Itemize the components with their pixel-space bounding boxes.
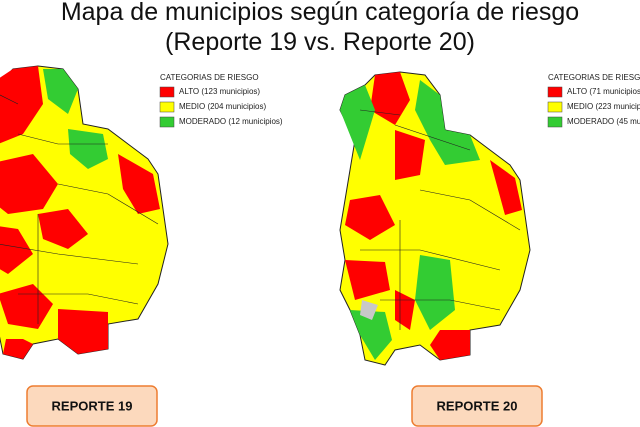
report-button[interactable] — [26, 385, 158, 427]
report-label[interactable]: REPORTE 20 — [437, 398, 518, 413]
title-line: Mapa de municipios según categoría de ri… — [61, 0, 579, 26]
legend-label: MEDIO (223 municipios) — [567, 102, 640, 111]
legend-swatch — [547, 101, 563, 113]
title-line: (Reporte 19 vs. Reporte 20) — [165, 28, 475, 56]
map-reporte-19 — [0, 65, 169, 360]
legend-swatch — [547, 86, 563, 98]
legend-swatch — [159, 86, 175, 98]
legend-swatch — [159, 116, 175, 128]
legend-label: ALTO (123 municipios) — [179, 87, 260, 96]
legend-swatch — [547, 116, 563, 128]
legend-label: MEDIO (204 municipios) — [179, 102, 266, 111]
legend-title: CATEGORIAS DE RIESGO — [548, 73, 640, 82]
legend-swatch — [159, 101, 175, 113]
map-reporte-20 — [339, 71, 531, 366]
legend-label: MODERADO (12 municipios) — [179, 117, 283, 126]
legend-label: MODERADO (45 municipios) — [567, 117, 640, 126]
legend-title: CATEGORIAS DE RIESGO — [160, 73, 259, 82]
report-button[interactable] — [411, 385, 543, 427]
legend-label: ALTO (71 municipios) — [567, 87, 640, 96]
legends: CATEGORIAS DE RIESGO ALTO (123 municipios… — [159, 73, 640, 128]
report-label[interactable]: REPORTE 19 — [52, 398, 133, 413]
